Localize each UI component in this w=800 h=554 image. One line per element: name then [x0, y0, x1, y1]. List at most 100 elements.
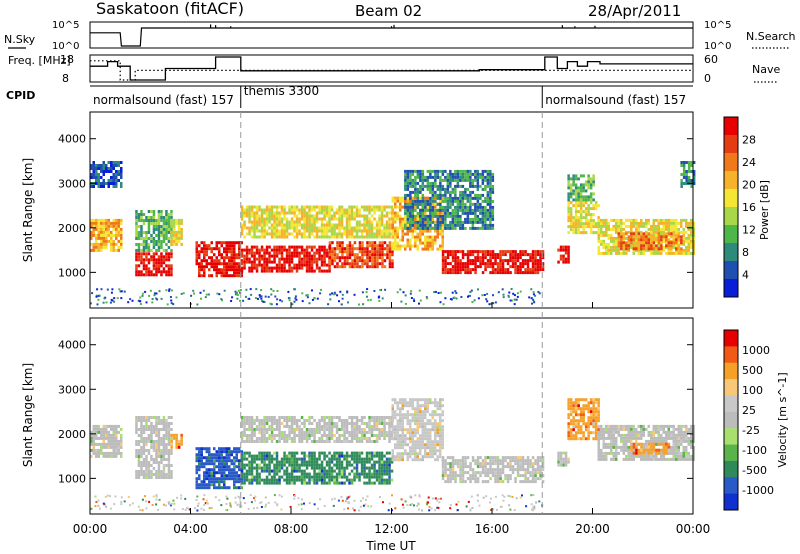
scatter-cell	[103, 297, 106, 300]
data-cell	[170, 476, 173, 479]
data-cell	[371, 256, 374, 260]
data-cell	[320, 217, 324, 221]
data-cell	[348, 262, 352, 266]
data-cell	[574, 213, 578, 217]
data-cell	[318, 245, 321, 249]
data-cell	[162, 437, 166, 440]
data-cell	[160, 243, 163, 246]
data-cell	[394, 220, 397, 224]
data-cell	[637, 248, 640, 252]
data-cell	[150, 428, 153, 431]
data-cell	[140, 219, 143, 222]
data-cell	[290, 211, 294, 215]
data-cell	[331, 250, 334, 254]
data-cell	[365, 481, 369, 485]
data-cell	[328, 205, 331, 209]
data-cell	[248, 463, 251, 467]
data-cell	[238, 241, 241, 245]
data-cell	[308, 205, 311, 209]
data-cell	[265, 214, 269, 218]
data-cell	[248, 469, 251, 473]
data-cell	[135, 473, 138, 476]
data-cell	[97, 424, 100, 428]
data-cell	[102, 161, 105, 164]
data-cell	[529, 256, 532, 260]
data-cell	[466, 193, 470, 197]
data-cell	[170, 433, 173, 437]
data-cell	[195, 459, 198, 463]
data-cell	[469, 196, 472, 200]
data-cell	[640, 221, 643, 225]
data-cell	[587, 213, 590, 217]
data-cell	[258, 454, 261, 458]
data-cell	[328, 460, 331, 464]
data-cell	[421, 229, 424, 233]
data-cell	[404, 232, 407, 236]
scatter-cell	[402, 291, 405, 294]
data-cell	[363, 235, 366, 239]
data-cell	[637, 232, 641, 236]
data-cell	[295, 457, 299, 461]
data-cell	[273, 229, 276, 233]
data-cell	[253, 217, 256, 221]
data-cell	[632, 232, 636, 236]
data-cell	[652, 238, 656, 242]
data-cell	[220, 459, 223, 463]
data-cell	[258, 475, 261, 479]
data-cell	[479, 196, 482, 200]
data-cell	[409, 202, 412, 206]
data-cell	[308, 475, 311, 479]
data-cell	[250, 266, 254, 270]
data-cell	[218, 450, 221, 454]
data-cell	[368, 460, 371, 464]
data-cell	[328, 481, 331, 485]
data-cell	[356, 253, 359, 257]
data-cell	[350, 205, 354, 209]
data-cell	[692, 224, 695, 228]
data-cell	[248, 437, 251, 440]
data-cell	[142, 243, 146, 246]
data-cell	[353, 466, 356, 470]
data-cell	[424, 238, 427, 242]
data-cell	[110, 433, 113, 437]
data-cell	[655, 224, 658, 228]
data-cell	[574, 183, 578, 187]
data-cell	[464, 187, 467, 191]
data-cell	[215, 459, 218, 463]
data-cell	[145, 449, 148, 452]
data-cell	[315, 205, 319, 209]
data-cell	[253, 245, 256, 249]
data-cell	[250, 457, 254, 461]
data-cell	[195, 465, 198, 469]
data-cell	[162, 422, 166, 425]
data-cell	[97, 230, 100, 234]
data-cell	[486, 199, 490, 203]
data-cell	[376, 253, 379, 257]
data-cell	[536, 253, 540, 257]
data-cell	[358, 259, 362, 263]
data-cell	[589, 216, 593, 220]
data-cell	[539, 268, 542, 272]
data-cell	[140, 258, 143, 262]
data-cell	[172, 242, 176, 246]
data-cell	[255, 226, 259, 230]
data-cell	[170, 239, 173, 243]
data-cell	[416, 196, 420, 200]
data-cell	[335, 223, 339, 227]
data-cell	[177, 227, 181, 231]
data-cell	[429, 223, 432, 227]
data-cell	[258, 205, 261, 209]
scatter-cell	[160, 297, 163, 300]
data-cell	[494, 271, 497, 275]
data-cell	[388, 244, 392, 248]
data-cell	[195, 477, 198, 481]
data-cell	[152, 428, 156, 431]
data-cell	[210, 262, 213, 266]
data-cell	[198, 268, 201, 272]
data-cell	[589, 231, 593, 235]
data-cell	[323, 214, 326, 218]
n-sky-series-line	[90, 27, 693, 47]
data-cell	[170, 445, 173, 449]
n-sky-label: N.Sky	[4, 33, 36, 46]
data-cell	[444, 199, 447, 203]
